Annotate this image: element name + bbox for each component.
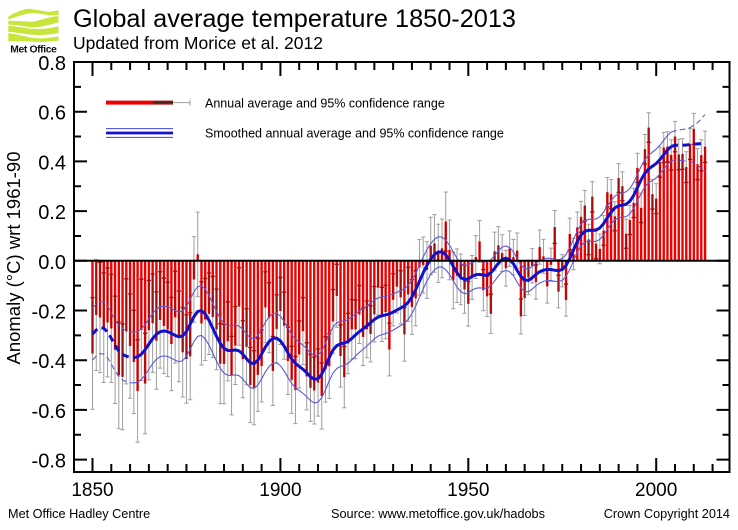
- svg-text:0.4: 0.4: [38, 152, 66, 174]
- svg-text:0.0: 0.0: [38, 252, 66, 274]
- svg-text:Crown Copyright 2014: Crown Copyright 2014: [604, 507, 730, 521]
- svg-text:Global average temperature 185: Global average temperature 1850-2013: [73, 5, 516, 33]
- svg-text:0.6: 0.6: [38, 103, 66, 125]
- svg-text:0.2: 0.2: [38, 202, 66, 224]
- svg-text:-0.4: -0.4: [32, 351, 66, 373]
- svg-text:-0.8: -0.8: [32, 451, 66, 473]
- svg-text:Smoothed annual average and 95: Smoothed annual average and 95% confiden…: [205, 127, 504, 141]
- svg-text:-0.2: -0.2: [32, 302, 66, 324]
- svg-text:Annual average and 95% confide: Annual average and 95% confidence range: [205, 97, 445, 111]
- svg-text:1850: 1850: [71, 480, 113, 501]
- svg-text:0.8: 0.8: [38, 53, 66, 75]
- svg-text:-0.6: -0.6: [32, 401, 66, 423]
- svg-text:1900: 1900: [259, 480, 301, 501]
- svg-text:Anomaly (°C) wrt 1961-90: Anomaly (°C) wrt 1961-90: [3, 151, 24, 364]
- svg-text:Met Office Hadley Centre: Met Office Hadley Centre: [8, 507, 150, 521]
- svg-text:2000: 2000: [635, 480, 677, 501]
- svg-text:Met Office: Met Office: [10, 44, 57, 55]
- svg-text:1950: 1950: [447, 480, 489, 501]
- svg-text:Source: www.metoffice.gov.uk/h: Source: www.metoffice.gov.uk/hadobs: [331, 507, 545, 521]
- svg-text:Updated from Morice et al. 201: Updated from Morice et al. 2012: [73, 33, 323, 53]
